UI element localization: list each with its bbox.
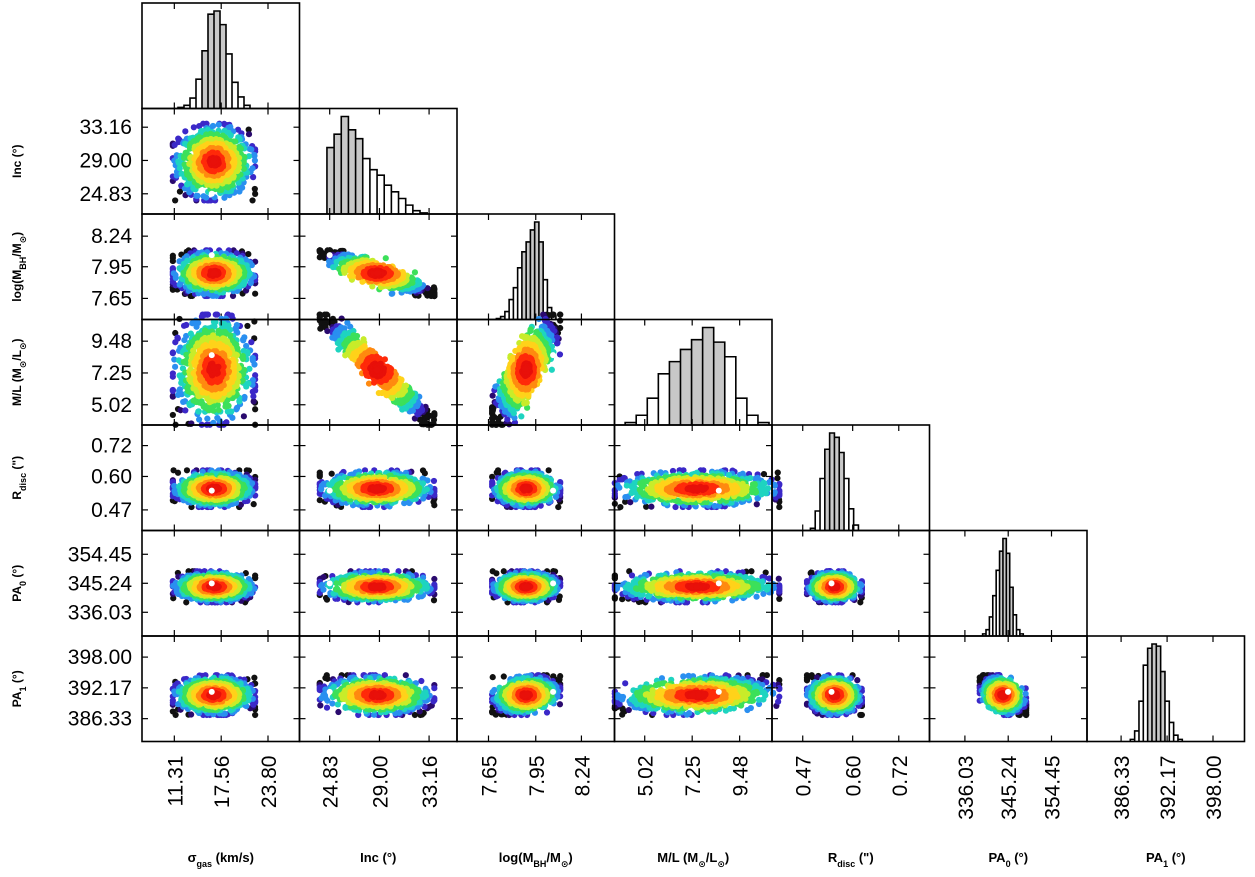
scatter-point: [240, 337, 247, 344]
scatter-point: [174, 335, 181, 342]
best-fit-marker: [208, 190, 215, 197]
scatter-point: [204, 311, 212, 318]
scatter-point: [324, 327, 331, 335]
hist-step-outline: [177, 10, 251, 109]
scatter-panel-sigma-vs-mbh: [141, 213, 301, 321]
scatter-point: [169, 370, 176, 377]
scatter-point: [195, 408, 202, 415]
scatter-panel-sigma-vs-inc: [141, 107, 301, 215]
scatter-point: [557, 317, 564, 324]
scatter-point: [252, 190, 259, 197]
best-fit-marker: [208, 252, 215, 259]
hist-step-outline: [495, 221, 557, 320]
scatter-point: [248, 339, 255, 346]
scatter-point: [210, 158, 217, 165]
scatter-point: [373, 366, 381, 374]
scatter-point: [194, 192, 201, 199]
scatter-point: [169, 386, 176, 394]
scatter-point: [250, 174, 257, 181]
scatter-point: [190, 124, 197, 131]
best-fit-marker: [326, 352, 333, 359]
scatter-point: [245, 131, 253, 138]
scatter-point: [251, 185, 258, 193]
scatter-point: [196, 416, 203, 423]
scatter-point: [182, 128, 189, 135]
scatter-point: [214, 414, 221, 422]
hist-fill-bar: [214, 11, 220, 109]
scatter-point: [245, 250, 252, 258]
scatter-point: [251, 151, 258, 158]
histogram-panel-inc: [298, 107, 458, 215]
hist-fill-bar: [348, 129, 356, 214]
scatter-point: [557, 311, 564, 318]
hist-fill-bar: [208, 14, 214, 109]
scatter-point: [240, 413, 247, 420]
scatter-point: [182, 407, 189, 414]
scatter-panel-inc-vs-mbh: [298, 213, 458, 321]
scatter-point: [411, 269, 419, 276]
scatter-point: [203, 120, 210, 127]
scatter-point: [338, 315, 345, 322]
scatter-point: [169, 411, 176, 419]
scatter-point: [245, 126, 252, 133]
hist-fill-bar: [334, 134, 342, 214]
scatter-point: [389, 290, 396, 297]
scatter-point: [169, 350, 176, 357]
hist-fill-bar: [202, 50, 208, 109]
scatter-point: [251, 157, 259, 164]
scatter-point: [556, 351, 564, 358]
panel-frame: [298, 107, 458, 215]
scatter-point: [176, 188, 184, 195]
scatter-point: [212, 311, 219, 318]
scatter-point: [548, 366, 555, 373]
scatter-point: [252, 290, 259, 297]
scatter-point: [489, 392, 496, 399]
scatter-point: [198, 398, 205, 405]
best-fit-marker: [326, 252, 333, 259]
scatter-panel-inc-vs-ml: [298, 311, 458, 428]
histogram-panel-sigma: [141, 2, 301, 110]
scatter-point: [204, 415, 211, 422]
hist-fill-bar: [355, 138, 363, 214]
scatter-point: [375, 389, 382, 397]
scatter-point: [176, 165, 183, 172]
scatter-point: [215, 121, 222, 128]
scatter-point: [382, 255, 389, 262]
scatter-panel-sigma-vs-ml: [141, 311, 301, 428]
scatter-point: [210, 269, 217, 277]
scatter-point: [244, 322, 251, 330]
scatter-point: [241, 393, 248, 401]
hist-fill-bar: [326, 147, 335, 214]
scatter-point: [193, 323, 200, 330]
scatter-point: [374, 269, 381, 277]
scatter-panel-mbh-vs-ml: [456, 311, 616, 428]
hist-fill-bar: [341, 116, 349, 214]
scatter-point: [169, 257, 176, 265]
scatter-point: [246, 145, 253, 153]
hist-step-outline: [326, 115, 428, 214]
scatter-point: [183, 321, 190, 329]
scatter-point: [249, 197, 256, 204]
histogram-panel-mbh: [456, 213, 616, 321]
scatter-point: [210, 364, 218, 372]
scatter-point: [249, 357, 257, 364]
scatter-point: [172, 271, 179, 279]
scatter-point: [196, 123, 203, 130]
scatter-point: [518, 413, 525, 420]
scatter-point: [200, 193, 207, 200]
best-fit-marker: [208, 352, 215, 359]
scatter-point: [430, 284, 438, 291]
scatter-point: [172, 363, 179, 370]
scatter-point: [227, 132, 234, 139]
scatter-point: [186, 145, 194, 152]
scatter-point: [181, 336, 188, 344]
scatter-point: [323, 311, 330, 318]
hist-fill-bar: [220, 24, 226, 109]
scatter-point: [252, 406, 259, 413]
scatter-point: [249, 388, 256, 395]
scatter-point: [172, 197, 179, 204]
